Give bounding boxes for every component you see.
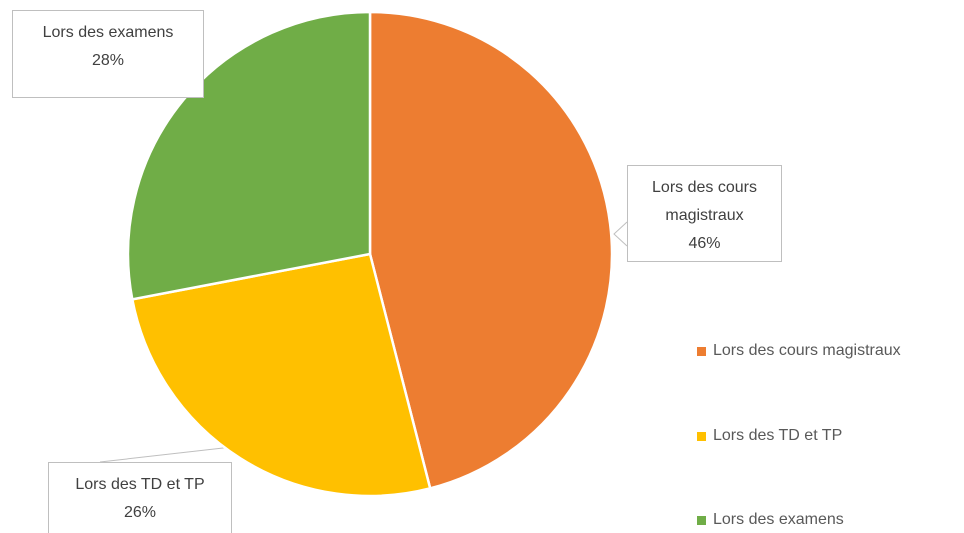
legend-swatch: [697, 515, 706, 525]
label-value: 26%: [123, 504, 157, 521]
label-value: 28%: [91, 52, 125, 69]
pie-slice: [368, 10, 614, 490]
data-label: Lors des cours magistraux 46%: [627, 165, 782, 262]
legend-label: Lors des examens: [713, 511, 844, 528]
legend-label: Lors des TD et TP: [713, 427, 843, 444]
legend-item: Lors des TD et TP: [697, 427, 842, 445]
pie-slice: [126, 10, 372, 301]
data-label: Lors des TD et TP 26%: [48, 462, 232, 533]
data-label: Lors des examens 28%: [12, 10, 204, 98]
pie-slice: [130, 252, 432, 498]
label-category: Lors des cours magistraux: [652, 179, 757, 224]
legend-swatch: [697, 431, 706, 441]
legend-item: Lors des examens: [697, 511, 844, 529]
label-value: 46%: [688, 235, 721, 252]
legend-swatch: [697, 346, 706, 356]
leader-line: [613, 221, 628, 247]
legend-item: Lors des cours magistraux: [697, 342, 901, 360]
leader-line: [99, 446, 233, 463]
legend-label: Lors des cours magistraux: [713, 342, 901, 359]
label-category: Lors des TD et TP: [75, 476, 205, 493]
label-category: Lors des examens: [42, 24, 174, 41]
